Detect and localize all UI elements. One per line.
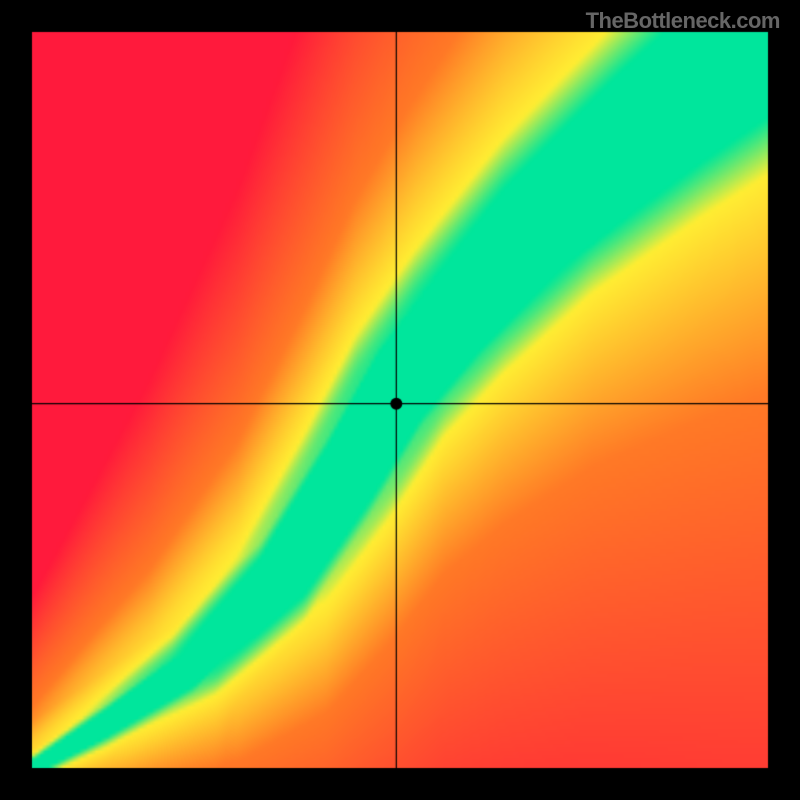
bottleneck-heatmap — [0, 0, 800, 800]
watermark-text: TheBottleneck.com — [586, 8, 780, 34]
